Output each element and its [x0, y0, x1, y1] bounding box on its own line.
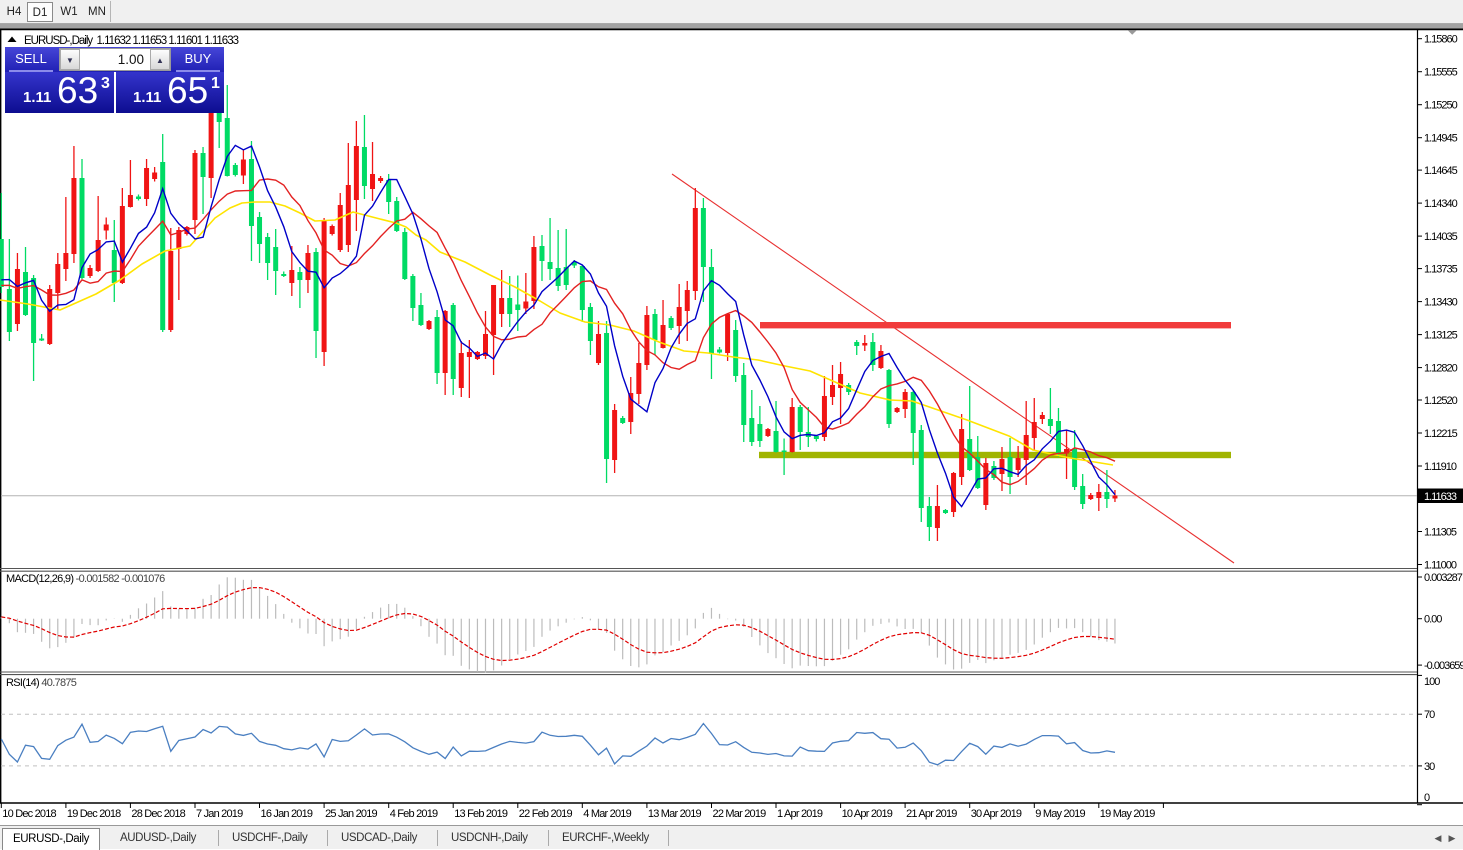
svg-text:1.14035: 1.14035: [1424, 231, 1458, 243]
svg-text:4 Feb 2019: 4 Feb 2019: [390, 808, 438, 820]
svg-text:4 Mar 2019: 4 Mar 2019: [583, 808, 631, 820]
svg-text:1.14340: 1.14340: [1424, 198, 1458, 210]
svg-text:1.13125: 1.13125: [1424, 330, 1458, 342]
svg-text:22 Feb 2019: 22 Feb 2019: [519, 808, 573, 820]
svg-text:1.11305: 1.11305: [1424, 527, 1457, 539]
svg-text:0: 0: [1424, 792, 1430, 804]
svg-text:21 Apr 2019: 21 Apr 2019: [906, 808, 957, 820]
svg-text:22 Mar 2019: 22 Mar 2019: [713, 808, 767, 820]
svg-text:1.14645: 1.14645: [1424, 165, 1458, 177]
svg-text:28 Dec 2018: 28 Dec 2018: [131, 808, 185, 820]
svg-text:1.12520: 1.12520: [1424, 395, 1458, 407]
svg-text:1.11910: 1.11910: [1424, 461, 1457, 473]
svg-text:25 Jan 2019: 25 Jan 2019: [325, 808, 377, 820]
svg-text:1.13735: 1.13735: [1424, 264, 1458, 276]
svg-text:RSI(14) 40.7875: RSI(14) 40.7875: [6, 677, 77, 689]
svg-text:1 Apr 2019: 1 Apr 2019: [777, 808, 823, 820]
svg-text:30 Apr 2019: 30 Apr 2019: [971, 808, 1022, 820]
svg-text:30: 30: [1424, 761, 1435, 773]
svg-text:0.00: 0.00: [1424, 614, 1442, 626]
svg-text:70: 70: [1424, 709, 1435, 721]
svg-text:1.11000: 1.11000: [1424, 560, 1457, 572]
svg-text:1.15555: 1.15555: [1424, 67, 1458, 79]
svg-text:-0.003659: -0.003659: [1424, 660, 1463, 672]
svg-text:0.003287: 0.003287: [1424, 572, 1463, 584]
svg-text:1.14945: 1.14945: [1424, 133, 1458, 145]
svg-text:13 Mar 2019: 13 Mar 2019: [648, 808, 702, 820]
svg-text:100: 100: [1424, 676, 1440, 688]
svg-text:EURUSD-,Daily 1.11632 1.11653: EURUSD-,Daily 1.11632 1.11653 1.11601 1.…: [24, 35, 239, 47]
svg-text:19 Dec 2018: 19 Dec 2018: [67, 808, 121, 820]
svg-text:10 Dec 2018: 10 Dec 2018: [2, 808, 56, 820]
svg-text:13 Feb 2019: 13 Feb 2019: [454, 808, 508, 820]
svg-text:10 Apr 2019: 10 Apr 2019: [842, 808, 893, 820]
svg-text:1.15250: 1.15250: [1424, 100, 1458, 112]
svg-text:19 May 2019: 19 May 2019: [1100, 808, 1155, 820]
svg-text:1.11633: 1.11633: [1424, 491, 1457, 503]
svg-text:16 Jan 2019: 16 Jan 2019: [261, 808, 313, 820]
svg-text:9 May 2019: 9 May 2019: [1035, 808, 1085, 820]
svg-text:MACD(12,26,9) -0.001582 -0.001: MACD(12,26,9) -0.001582 -0.001076: [6, 573, 165, 585]
svg-text:1.13430: 1.13430: [1424, 297, 1458, 309]
svg-text:1.12820: 1.12820: [1424, 363, 1458, 375]
svg-text:1.15860: 1.15860: [1424, 34, 1458, 46]
svg-text:7 Jan 2019: 7 Jan 2019: [196, 808, 243, 820]
svg-text:1.12215: 1.12215: [1424, 428, 1458, 440]
